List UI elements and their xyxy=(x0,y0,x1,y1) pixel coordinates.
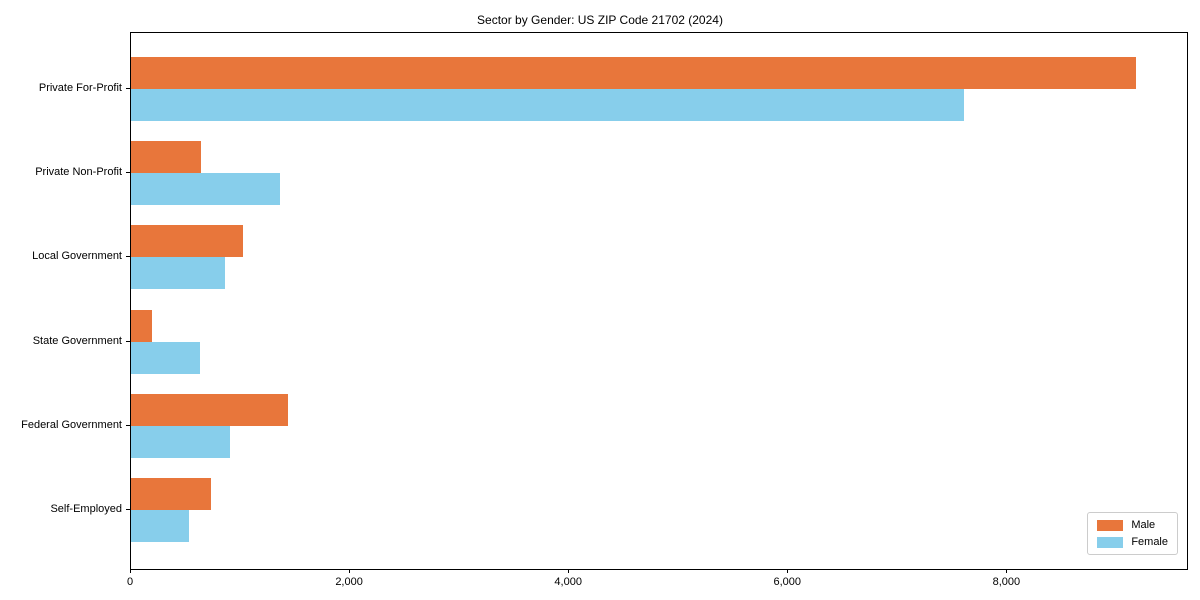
y-tick-label: Local Government xyxy=(32,250,122,263)
bar-female-5 xyxy=(131,510,190,542)
y-tick-label: Private For-Profit xyxy=(38,82,122,94)
chart-title: Sector by Gender: US ZIP Code 21702 (202… xyxy=(477,13,723,27)
y-tick-mark xyxy=(126,424,130,426)
x-tick-mark xyxy=(130,569,131,573)
bar-male-1 xyxy=(131,141,202,174)
legend-swatch-female xyxy=(1097,536,1124,548)
legend-item-female: Female xyxy=(1097,536,1168,548)
bar-male-0 xyxy=(131,57,1136,89)
y-tick-label: Private Non-Profit xyxy=(35,166,122,179)
legend-label: Male xyxy=(1131,519,1156,531)
x-tick-label: 0 xyxy=(126,576,134,588)
y-tick-mark xyxy=(126,88,130,89)
bar-male-2 xyxy=(131,225,243,258)
y-tick-mark xyxy=(126,340,130,342)
legend-label: Female xyxy=(1131,536,1168,548)
bar-male-3 xyxy=(131,309,152,342)
y-tick-label: Federal Government xyxy=(21,418,122,431)
legend: Male Female xyxy=(1087,512,1178,555)
y-tick-mark xyxy=(126,509,130,510)
bar-male-4 xyxy=(131,393,288,426)
bar-male-5 xyxy=(131,478,211,510)
y-tick-mark xyxy=(126,172,130,174)
bar-female-0 xyxy=(131,89,964,121)
bar-female-3 xyxy=(131,341,200,374)
y-tick-label: State Government xyxy=(32,334,122,347)
x-tick-mark xyxy=(1006,569,1008,573)
legend-swatch-male xyxy=(1097,519,1124,531)
bar-female-1 xyxy=(131,173,280,206)
plot-area: Male Female xyxy=(130,32,1188,570)
y-tick-label: Self-Employed xyxy=(50,503,122,515)
x-tick-mark xyxy=(349,569,351,573)
x-tick-mark xyxy=(568,569,570,573)
x-tick-label: 2,000 xyxy=(335,576,363,588)
x-tick-mark xyxy=(787,569,789,573)
y-tick-mark xyxy=(126,256,130,258)
legend-item-male: Male xyxy=(1097,519,1168,531)
y-axis-labels: Private For-Profit Private Non-Profit Loca… xyxy=(0,32,122,568)
x-tick-label: 4,000 xyxy=(554,576,582,588)
x-tick-label: 8,000 xyxy=(992,576,1021,588)
bar-female-4 xyxy=(131,425,230,458)
x-tick-label: 6,000 xyxy=(773,576,802,588)
bar-female-2 xyxy=(131,257,226,290)
